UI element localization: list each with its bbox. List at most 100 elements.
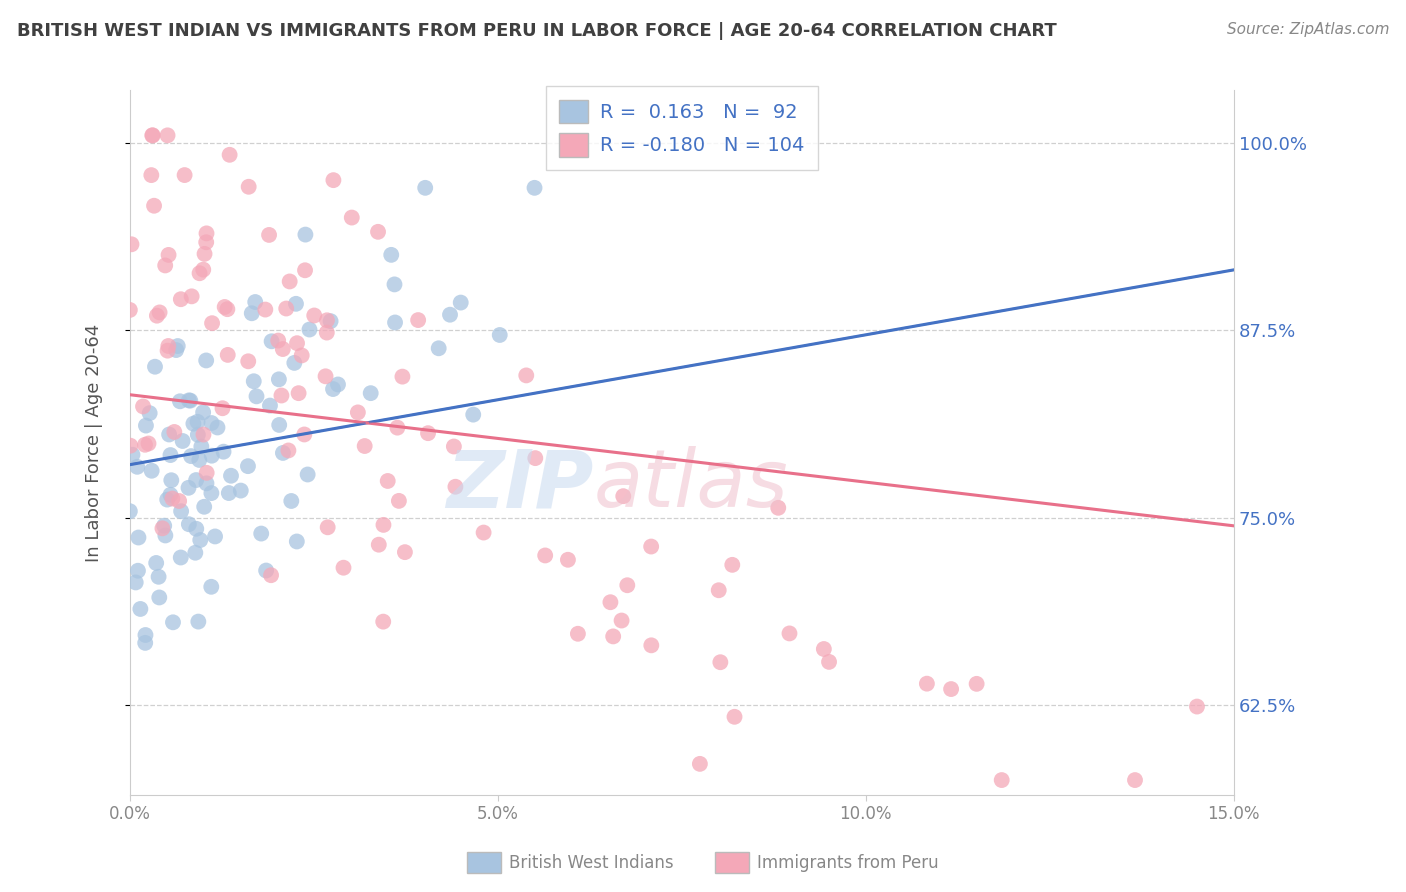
Point <box>373 517 395 532</box>
Point <box>285 534 308 549</box>
Point <box>602 629 624 643</box>
Point <box>271 342 294 356</box>
Point <box>153 518 176 533</box>
Point <box>377 474 399 488</box>
Point <box>195 476 218 491</box>
Point <box>162 615 184 630</box>
Point <box>271 446 294 460</box>
Point <box>444 480 467 494</box>
Point <box>557 553 579 567</box>
Point <box>193 500 215 514</box>
Point <box>159 488 181 502</box>
Point <box>267 372 290 386</box>
Point <box>200 416 222 430</box>
Point <box>143 199 166 213</box>
Point <box>287 386 309 401</box>
Point <box>689 756 711 771</box>
Point <box>190 440 212 454</box>
Point <box>218 486 240 500</box>
Point <box>143 359 166 374</box>
Point <box>201 316 224 330</box>
Point <box>472 525 495 540</box>
Point <box>322 173 344 187</box>
Point <box>118 504 141 518</box>
Point <box>391 369 413 384</box>
Point <box>138 406 160 420</box>
Point <box>768 500 790 515</box>
Point <box>163 425 186 439</box>
Point <box>142 128 165 143</box>
Point <box>278 275 301 289</box>
Point <box>250 526 273 541</box>
Point <box>200 486 222 500</box>
Point <box>187 615 209 629</box>
Point <box>200 580 222 594</box>
Point <box>813 642 835 657</box>
Point <box>177 393 200 408</box>
Point <box>162 491 184 506</box>
Point <box>267 334 290 348</box>
Point <box>146 309 169 323</box>
Point <box>406 313 429 327</box>
Legend: R =  0.163   N =  92, R = -0.180   N = 104: R = 0.163 N = 92, R = -0.180 N = 104 <box>546 86 818 170</box>
Point <box>515 368 537 383</box>
Point <box>183 417 205 431</box>
Point <box>439 308 461 322</box>
Point <box>217 348 239 362</box>
Point <box>610 614 633 628</box>
Point <box>270 388 292 402</box>
Point <box>191 405 214 419</box>
Point <box>167 494 190 508</box>
Point <box>721 558 744 572</box>
Point <box>157 339 180 353</box>
Point <box>160 473 183 487</box>
Point <box>1185 699 1208 714</box>
Point <box>166 339 188 353</box>
Point <box>463 408 485 422</box>
Point <box>187 427 209 442</box>
Point <box>180 449 202 463</box>
Point <box>170 292 193 306</box>
Point <box>315 326 337 340</box>
Point <box>186 522 208 536</box>
Point <box>384 316 406 330</box>
Point <box>380 248 402 262</box>
Point <box>326 377 349 392</box>
Point <box>177 481 200 495</box>
Point <box>156 492 179 507</box>
Point <box>277 443 299 458</box>
Point <box>294 227 316 242</box>
Point <box>319 314 342 328</box>
Point <box>990 773 1012 788</box>
Point <box>207 420 229 434</box>
Point <box>170 550 193 565</box>
Point <box>245 389 267 403</box>
Point <box>229 483 252 498</box>
Legend: British West Indians, Immigrants from Peru: British West Indians, Immigrants from Pe… <box>461 846 945 880</box>
Point <box>245 295 267 310</box>
Point <box>612 489 634 503</box>
Point <box>170 504 193 518</box>
Point <box>135 418 157 433</box>
Point <box>316 520 339 534</box>
Point <box>707 583 730 598</box>
Point <box>184 546 207 560</box>
Point <box>188 533 211 547</box>
Point <box>257 227 280 242</box>
Point <box>297 467 319 482</box>
Point <box>285 297 308 311</box>
Point <box>134 628 156 642</box>
Point <box>149 305 172 319</box>
Text: BRITISH WEST INDIAN VS IMMIGRANTS FROM PERU IN LABOR FORCE | AGE 20-64 CORRELATI: BRITISH WEST INDIAN VS IMMIGRANTS FROM P… <box>17 22 1057 40</box>
Point <box>184 473 207 487</box>
Point <box>360 386 382 401</box>
Point <box>236 459 259 474</box>
Point <box>169 394 191 409</box>
Point <box>173 168 195 182</box>
Y-axis label: In Labor Force | Age 20-64: In Labor Force | Age 20-64 <box>86 324 103 562</box>
Point <box>280 494 302 508</box>
Point <box>193 427 215 442</box>
Point <box>121 448 143 462</box>
Point <box>298 322 321 336</box>
Point <box>915 676 938 690</box>
